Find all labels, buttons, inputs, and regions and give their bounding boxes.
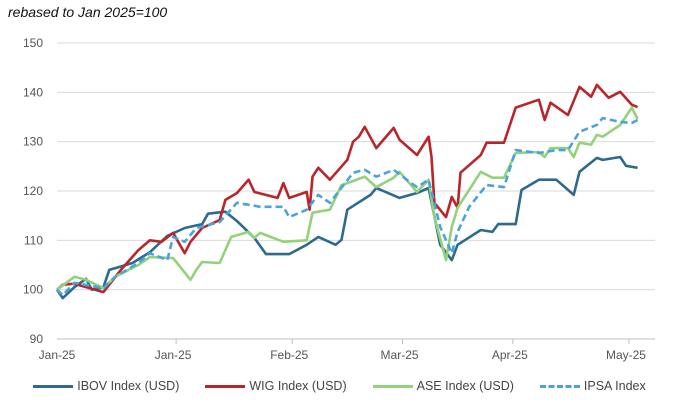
y-tick-label: 150 [23,36,43,50]
x-tick-label: Jan-25 [155,348,192,362]
legend-item: WIG Index (USD) [205,379,347,393]
legend-label: ASE Index (USD) [416,379,514,393]
y-tick-label: 100 [23,283,43,297]
legend-item: IPSA Index [539,379,646,393]
legend-swatch [372,384,413,388]
legend-item: ASE Index (USD) [372,379,514,393]
legend-swatch [205,384,246,388]
x-tick-label: Feb-25 [270,348,308,362]
x-tick-label: Mar-25 [381,348,419,362]
series-line-ipsa [56,116,639,297]
chart-subtitle: rebased to Jan 2025=100 [8,4,168,20]
legend-label: IPSA Index [583,379,646,393]
y-tick-label: 120 [23,184,43,198]
x-tick-label: Apr-25 [492,348,528,362]
y-tick-label: 90 [30,332,44,346]
series-line-ase [56,106,639,291]
x-tick-label: Jan-25 [39,348,76,362]
legend-label: IBOV Index (USD) [77,379,180,393]
y-tick-label: 140 [23,85,43,99]
series-line-wig [56,83,639,294]
x-tick-label: May-25 [606,348,646,362]
legend-label: WIG Index (USD) [249,379,347,393]
y-tick-label: 130 [23,135,43,149]
legend-swatch [33,384,74,388]
legend-swatch [539,384,580,388]
series-line-ibov [55,155,638,300]
y-tick-label: 110 [24,233,43,247]
legend-item: IBOV Index (USD) [33,379,179,393]
legend: IBOV Index (USD) WIG Index (USD) ASE Index… [0,379,679,393]
